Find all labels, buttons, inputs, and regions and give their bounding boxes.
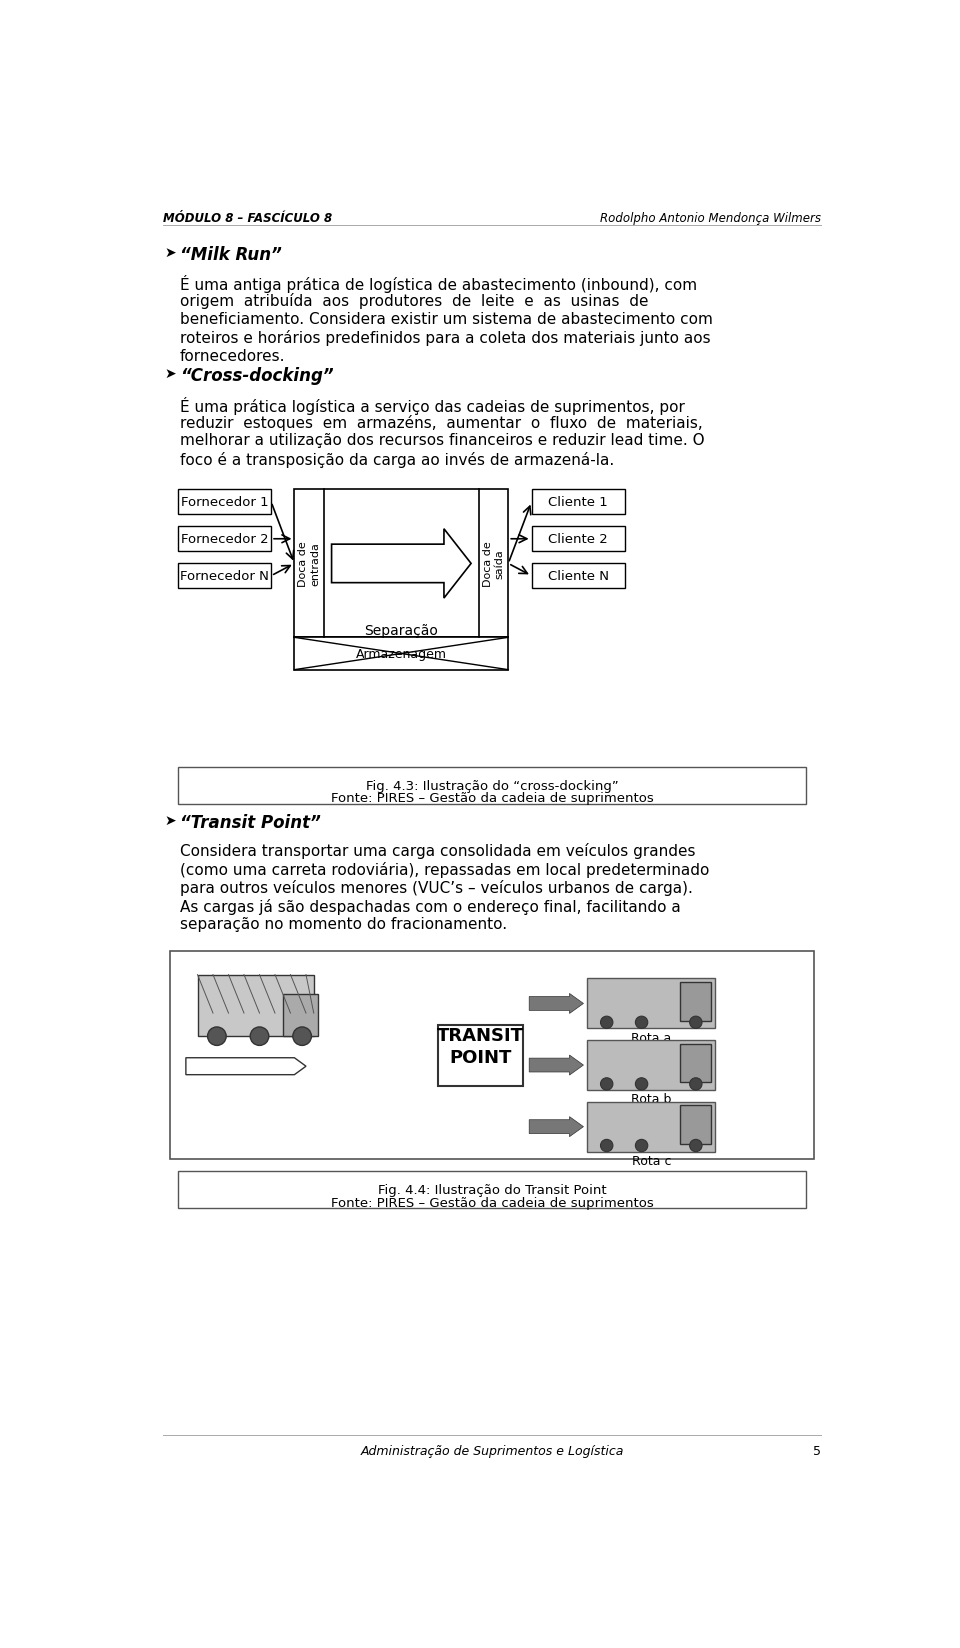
Text: Cliente 2: Cliente 2 — [548, 532, 608, 545]
Text: para outros veículos menores (VUC’s – veículos urbanos de carga).: para outros veículos menores (VUC’s – ve… — [180, 880, 692, 895]
Bar — [295, 489, 508, 638]
Text: Fornecedor 2: Fornecedor 2 — [180, 532, 269, 545]
Circle shape — [207, 1027, 227, 1046]
Circle shape — [251, 1027, 269, 1046]
Text: TRANSIT
POINT: TRANSIT POINT — [437, 1027, 524, 1066]
Circle shape — [636, 1140, 648, 1152]
Text: Armazenagem: Armazenagem — [356, 648, 446, 661]
Bar — [532, 564, 625, 588]
Text: Separação: Separação — [365, 625, 439, 638]
Bar — [179, 564, 271, 588]
Circle shape — [636, 1078, 648, 1091]
Bar — [438, 1025, 523, 1086]
Bar — [283, 994, 318, 1037]
Text: “Milk Run”: “Milk Run” — [180, 246, 281, 264]
Bar — [532, 527, 625, 552]
Polygon shape — [331, 529, 471, 598]
Bar — [170, 953, 814, 1160]
Polygon shape — [529, 1117, 584, 1137]
Text: Fonte: PIRES – Gestão da cadeia de suprimentos: Fonte: PIRES – Gestão da cadeia de supri… — [330, 1196, 654, 1210]
Polygon shape — [529, 1055, 584, 1076]
Text: “Cross-docking”: “Cross-docking” — [180, 368, 333, 386]
Circle shape — [601, 1078, 612, 1091]
Text: melhorar a utilização dos recursos financeiros e reduzir lead time. O: melhorar a utilização dos recursos finan… — [180, 433, 705, 448]
Text: roteiros e horários predefinidos para a coleta dos materiais junto aos: roteiros e horários predefinidos para a … — [180, 330, 710, 346]
Bar — [588, 979, 715, 1028]
Text: separação no momento do fracionamento.: separação no momento do fracionamento. — [180, 916, 507, 931]
Bar — [588, 1103, 715, 1152]
Text: Rota c: Rota c — [632, 1154, 671, 1167]
Text: ➤: ➤ — [164, 814, 176, 827]
Circle shape — [636, 1017, 648, 1028]
Text: Rota b: Rota b — [631, 1093, 671, 1106]
Text: Fig. 4.3: Ilustração do “cross-docking”: Fig. 4.3: Ilustração do “cross-docking” — [366, 780, 618, 793]
Bar — [681, 982, 711, 1022]
Circle shape — [689, 1140, 702, 1152]
Text: reduzir  estoques  em  armazéns,  aumentar  o  fluxo  de  materiais,: reduzir estoques em armazéns, aumentar o… — [180, 415, 703, 430]
Text: Fig. 4.4: Ilustração do Transit Point: Fig. 4.4: Ilustração do Transit Point — [377, 1183, 607, 1196]
Text: fornecedores.: fornecedores. — [180, 349, 285, 364]
Text: Fornecedor N: Fornecedor N — [180, 570, 269, 583]
Text: MÓDULO 8 – FASCÍCULO 8: MÓDULO 8 – FASCÍCULO 8 — [162, 211, 332, 224]
Bar — [588, 1040, 715, 1091]
Bar — [295, 638, 508, 671]
Text: Doca de
saída: Doca de saída — [483, 541, 504, 587]
Text: ➤: ➤ — [164, 368, 176, 381]
Text: É uma antiga prática de logística de abastecimento (inbound), com: É uma antiga prática de logística de aba… — [180, 275, 697, 293]
Text: origem  atribuída  aos  produtores  de  leite  e  as  usinas  de: origem atribuída aos produtores de leite… — [180, 293, 648, 310]
Text: As cargas já são despachadas com o endereço final, facilitando a: As cargas já são despachadas com o ender… — [180, 898, 681, 915]
Text: foco é a transposição da carga ao invés de armazená-la.: foco é a transposição da carga ao invés … — [180, 452, 614, 468]
Text: Cliente 1: Cliente 1 — [548, 496, 608, 509]
Bar — [681, 1045, 711, 1083]
Text: Cliente N: Cliente N — [547, 570, 609, 583]
Polygon shape — [529, 994, 584, 1014]
Text: ➤: ➤ — [164, 246, 176, 259]
Text: Doca de
entrada: Doca de entrada — [299, 541, 320, 587]
Circle shape — [601, 1017, 612, 1028]
Bar — [179, 527, 271, 552]
Bar — [681, 1106, 711, 1144]
Circle shape — [601, 1140, 612, 1152]
Text: beneficiamento. Considera existir um sistema de abastecimento com: beneficiamento. Considera existir um sis… — [180, 311, 712, 326]
Text: Fornecedor 1: Fornecedor 1 — [180, 496, 269, 509]
Text: (como uma carreta rodoviária), repassadas em local predeterminado: (como uma carreta rodoviária), repassada… — [180, 862, 709, 877]
Bar — [179, 768, 805, 804]
Text: Fonte: PIRES – Gestão da cadeia de suprimentos: Fonte: PIRES – Gestão da cadeia de supri… — [330, 791, 654, 804]
Circle shape — [689, 1078, 702, 1091]
Text: 5: 5 — [813, 1444, 822, 1457]
Bar — [179, 489, 271, 514]
Polygon shape — [186, 1058, 306, 1074]
Text: Considera transportar uma carga consolidada em veículos grandes: Considera transportar uma carga consolid… — [180, 842, 695, 859]
Bar — [179, 1172, 805, 1208]
Circle shape — [689, 1017, 702, 1028]
Circle shape — [293, 1027, 311, 1046]
Text: É uma prática logística a serviço das cadeias de suprimentos, por: É uma prática logística a serviço das ca… — [180, 396, 684, 414]
Text: Rodolpho Antonio Mendonça Wilmers: Rodolpho Antonio Mendonça Wilmers — [600, 211, 822, 224]
Bar — [532, 489, 625, 514]
Text: Administração de Suprimentos e Logística: Administração de Suprimentos e Logística — [360, 1444, 624, 1457]
Text: “Transit Point”: “Transit Point” — [180, 814, 321, 831]
Bar — [198, 976, 314, 1037]
Text: Rota a: Rota a — [631, 1032, 671, 1045]
Text: Carga consolidada: Carga consolidada — [188, 1061, 292, 1071]
